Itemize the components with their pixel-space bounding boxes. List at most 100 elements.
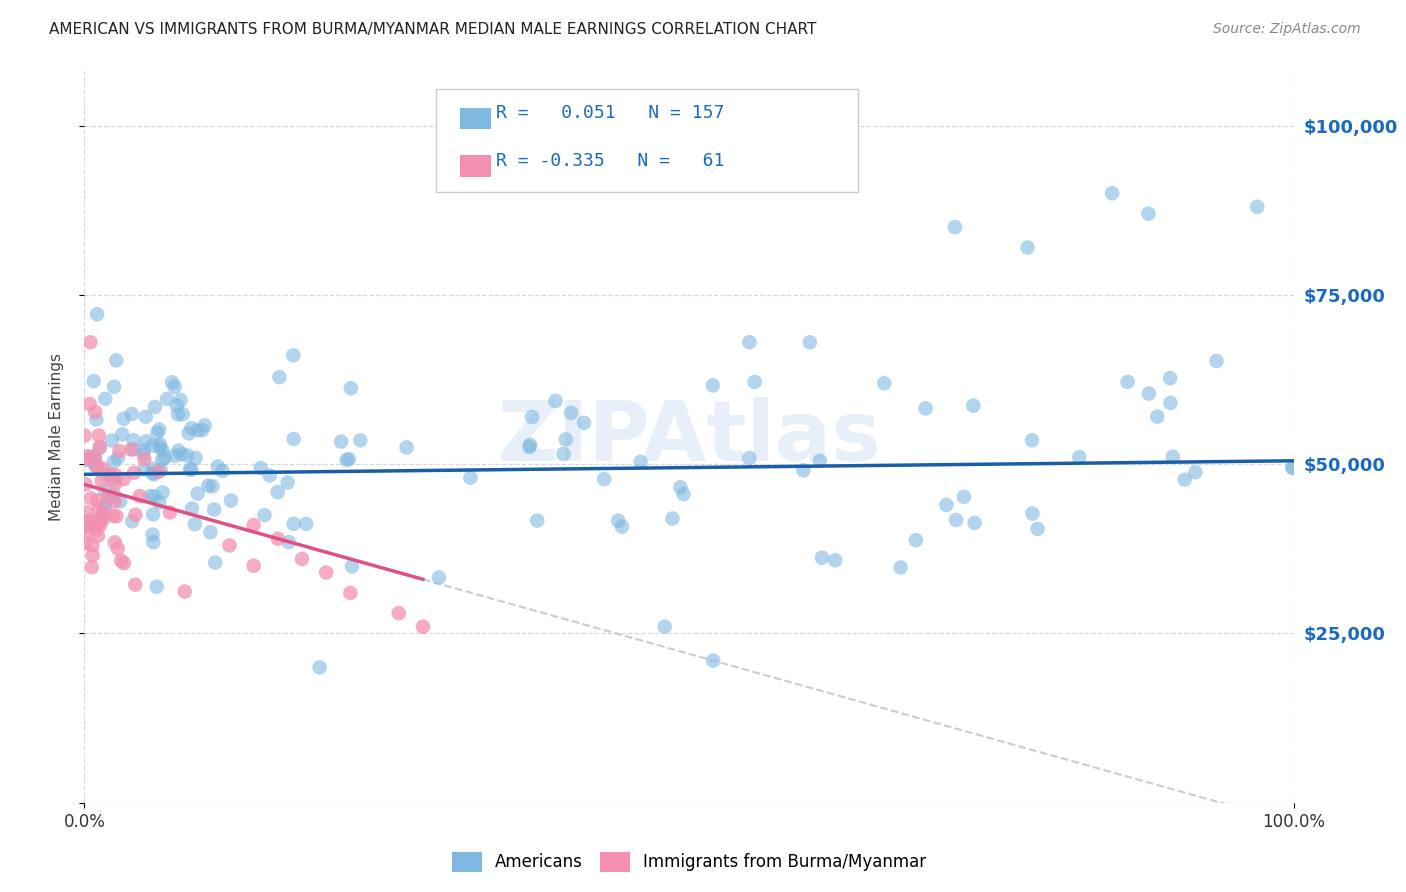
Point: [935, 498, 957, 512]
Point: [84, 516, 107, 531]
Point: [904, 533, 927, 548]
Point: [337, 452, 360, 467]
Point: [1017, 240, 1039, 254]
Point: [269, 370, 291, 384]
Point: [1137, 206, 1160, 220]
Point: [519, 440, 541, 454]
Point: [560, 406, 582, 420]
Point: [519, 438, 541, 452]
Point: [166, 399, 188, 413]
Point: [339, 586, 361, 600]
Point: [194, 418, 217, 433]
Point: [1021, 507, 1043, 521]
Y-axis label: Median Male Earnings: Median Male Earnings: [49, 353, 63, 521]
Point: [808, 453, 831, 467]
Point: [824, 553, 846, 567]
Point: [176, 448, 198, 462]
Point: [308, 660, 330, 674]
Point: [388, 606, 411, 620]
Point: [1026, 522, 1049, 536]
Point: [148, 422, 170, 436]
Point: [1159, 396, 1181, 410]
Point: [962, 399, 984, 413]
Point: [150, 453, 173, 467]
Point: [135, 409, 157, 424]
Point: [103, 455, 125, 469]
Point: [149, 437, 172, 451]
Point: [1069, 450, 1091, 464]
Point: [187, 486, 209, 500]
Point: [179, 462, 201, 476]
Point: [80, 491, 103, 506]
Point: [142, 535, 165, 549]
Point: [253, 508, 276, 523]
Point: [148, 465, 170, 479]
Point: [112, 556, 135, 570]
Point: [211, 464, 233, 478]
Point: [132, 448, 155, 462]
Point: [100, 491, 122, 505]
Point: [201, 479, 224, 493]
Point: [249, 461, 271, 475]
Point: [792, 463, 814, 477]
Point: [84, 458, 107, 473]
Point: [112, 472, 135, 486]
Point: [173, 584, 195, 599]
Point: [267, 532, 290, 546]
Point: [340, 381, 363, 395]
Point: [702, 654, 724, 668]
Point: [184, 450, 207, 465]
Point: [89, 513, 111, 527]
Point: [93, 484, 115, 499]
Point: [526, 514, 548, 528]
Point: [1161, 450, 1184, 464]
Point: [104, 488, 127, 502]
Point: [945, 513, 967, 527]
Point: [242, 518, 264, 533]
Point: [79, 513, 101, 527]
Point: [335, 453, 357, 467]
Point: [94, 392, 117, 406]
Point: [139, 489, 162, 503]
Point: [75, 477, 97, 491]
Point: [89, 440, 111, 454]
Point: [169, 392, 191, 407]
Point: [427, 570, 450, 584]
Point: [963, 516, 986, 530]
Point: [105, 509, 128, 524]
Point: [82, 549, 104, 563]
Point: [87, 502, 110, 516]
Point: [91, 512, 114, 526]
Point: [172, 407, 194, 421]
Point: [153, 450, 176, 465]
Point: [142, 508, 165, 522]
Point: [141, 467, 163, 481]
Point: [630, 455, 652, 469]
Point: [77, 515, 100, 529]
Point: [132, 443, 155, 458]
Point: [149, 463, 172, 477]
Point: [873, 376, 896, 391]
Point: [291, 552, 314, 566]
Point: [799, 335, 821, 350]
Text: Source: ZipAtlas.com: Source: ZipAtlas.com: [1213, 22, 1361, 37]
Point: [75, 536, 97, 550]
Point: [134, 462, 156, 476]
Point: [277, 475, 299, 490]
Point: [142, 439, 165, 453]
Point: [1101, 186, 1123, 201]
Point: [76, 525, 98, 540]
Point: [124, 508, 146, 522]
Point: [75, 520, 97, 534]
Point: [120, 442, 142, 457]
Point: [97, 490, 120, 504]
Point: [181, 501, 204, 516]
Point: [218, 538, 240, 552]
Point: [607, 514, 630, 528]
Point: [84, 453, 107, 467]
Point: [75, 518, 97, 533]
Point: [295, 516, 318, 531]
Point: [122, 433, 145, 447]
Point: [412, 620, 434, 634]
Point: [101, 473, 124, 487]
